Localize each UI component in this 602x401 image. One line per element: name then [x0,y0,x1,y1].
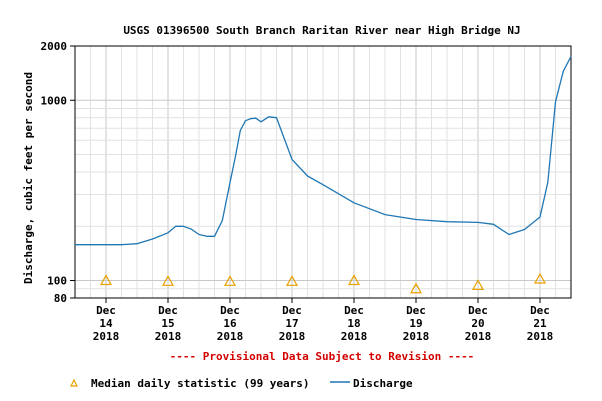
x-tick-text: Dec [158,304,178,317]
y-tick-label: 100 [47,275,67,288]
x-tick-text: 19 [409,317,422,330]
x-tick-text: Dec [344,304,364,317]
plot-frame [74,45,572,299]
median-point [409,282,423,294]
x-tick-text: 20 [471,317,484,330]
y-axis-label: Discharge, cubic feet per second [22,72,35,284]
x-tick-text: Dec [530,304,550,317]
x-tick-text: 14 [99,317,113,330]
legend: Median daily statistic (99 years) Discha… [70,377,413,390]
median-point [161,275,175,286]
x-tick-text: Dec [468,304,488,317]
y-tick-label: 1000 [41,94,68,107]
legend-median-label: Median daily statistic (99 years) [91,377,310,390]
x-tick-text: 2018 [217,330,244,343]
chart-title: USGS 01396500 South Branch Raritan River… [123,24,520,37]
x-tick-text: 2018 [341,330,368,343]
x-tick-text: Dec [96,304,116,317]
x-tick-text: 2018 [93,330,120,343]
x-tick-text: Dec [406,304,426,317]
x-tick-text: 2018 [465,330,492,343]
median-point [471,279,485,290]
x-tick-text: Dec [220,304,240,317]
median-point [347,274,361,286]
median-point [533,272,547,284]
legend-discharge-label: Discharge [353,377,413,390]
y-tick-label: 2000 [41,40,68,53]
legend-median-triangle-icon [70,378,78,387]
x-tick-text: 2018 [527,330,554,343]
x-tick-text: 2018 [403,330,430,343]
x-tick-text: 2018 [279,330,306,343]
x-tick-text: 16 [223,317,237,330]
x-axis-ticks: Dec142018Dec152018Dec162018Dec172018Dec1… [93,298,554,343]
y-axis-ticks: 80 100 1000 2000 [41,40,75,305]
y-tick-label: 80 [54,292,67,305]
grid-lines [75,46,571,298]
series-layer [75,56,572,294]
x-tick-text: 17 [285,317,298,330]
median-point [285,275,299,286]
discharge-line [75,56,572,246]
x-tick-text: 15 [161,317,174,330]
x-tick-text: Dec [282,304,302,317]
x-tick-text: 2018 [155,330,182,343]
provisional-notice: ---- Provisional Data Subject to Revisio… [170,350,475,363]
x-tick-text: 18 [347,317,360,330]
median-point [223,275,237,286]
x-tick-text: 21 [533,317,547,330]
median-point [99,274,113,286]
